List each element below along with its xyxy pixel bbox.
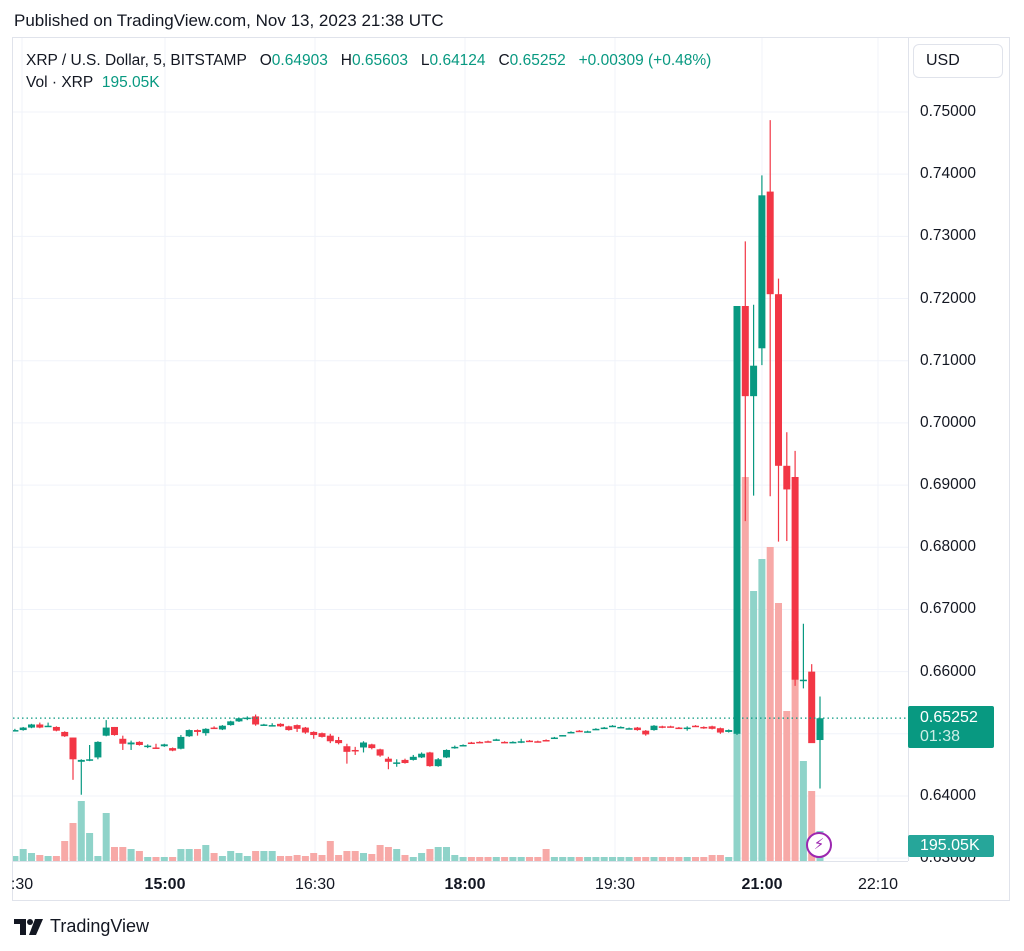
volume-label[interactable]: Vol · XRP	[26, 74, 94, 91]
price-tick-label: 0.70000	[920, 413, 977, 431]
time-tick-label: 15:00	[144, 876, 186, 893]
last-price-tag: 0.65252 01:38	[908, 706, 994, 748]
last-price-value: 0.65252	[920, 709, 978, 726]
price-tick-label: 0.74000	[920, 165, 977, 183]
currency-button[interactable]: USD	[913, 44, 1003, 78]
open-label: O	[259, 52, 272, 69]
chart-plot-area[interactable]	[13, 38, 908, 861]
price-tick-label: 0.69000	[920, 476, 977, 494]
volume-tag: 195.05K	[908, 835, 994, 857]
price-tick-label: 0.67000	[920, 600, 977, 618]
low-value: 0.64124	[429, 52, 486, 69]
high-value: 0.65603	[351, 52, 408, 69]
price-tick-label: 0.64000	[920, 786, 977, 804]
volume-row: Vol · XRP 195.05K	[26, 72, 711, 94]
high-label: H	[340, 52, 352, 69]
ohlc-row: XRP / U.S. Dollar, 5, BITSTAMP O0.64903 …	[26, 50, 711, 72]
open-value: 0.64903	[271, 52, 328, 69]
time-tick-label: 19:30	[594, 876, 636, 893]
close-value: 0.65252	[509, 52, 566, 69]
time-tick-label: :30	[10, 876, 34, 893]
price-tick-label: 0.71000	[920, 351, 977, 369]
bar-countdown: 01:38	[920, 728, 961, 745]
tradingview-logo-icon	[14, 918, 43, 935]
tradingview-logo[interactable]: TradingView	[14, 916, 149, 937]
price-tick-label: 0.73000	[920, 227, 977, 245]
time-tick-label: 16:30	[294, 876, 336, 893]
close-label: C	[498, 52, 510, 69]
chart-frame	[12, 37, 1010, 901]
change-value: +0.00309 (+0.48%)	[578, 52, 712, 69]
lightning-event-icon[interactable]: ⚡	[806, 832, 832, 858]
volume-value: 195.05K	[101, 74, 160, 91]
price-tick-label: 0.68000	[920, 538, 977, 556]
symbol-title[interactable]: XRP / U.S. Dollar, 5, BITSTAMP	[26, 52, 247, 69]
price-tick-label: 0.72000	[920, 289, 977, 307]
price-axis[interactable]	[908, 38, 1010, 861]
logo-text: TradingView	[50, 916, 150, 936]
time-axis[interactable]	[13, 861, 908, 901]
candlestick-chart	[13, 38, 908, 861]
low-label: L	[420, 52, 430, 69]
time-tick-label: 22:10	[857, 876, 899, 893]
published-caption: Published on TradingView.com, Nov 13, 20…	[14, 11, 444, 30]
price-tick-label: 0.75000	[920, 103, 977, 120]
chart-legend: XRP / U.S. Dollar, 5, BITSTAMP O0.64903 …	[26, 50, 711, 94]
price-tick-label: 0.66000	[920, 662, 977, 680]
time-tick-label: 21:00	[741, 876, 783, 893]
time-tick-label: 18:00	[444, 876, 486, 893]
